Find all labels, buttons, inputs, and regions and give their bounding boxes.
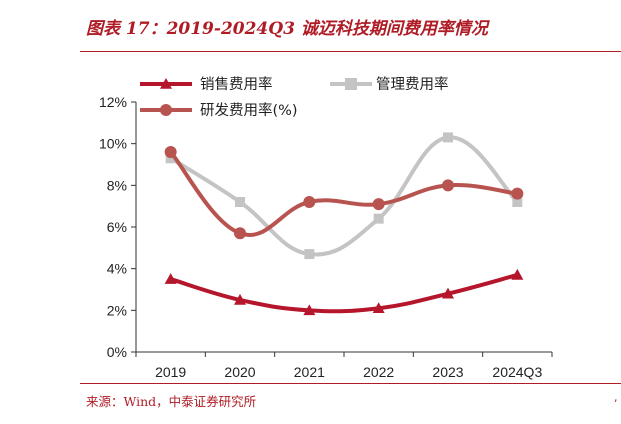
data-point: [511, 187, 524, 200]
series-line: [168, 150, 520, 237]
data-point: [234, 227, 246, 240]
y-tick-label: 2%: [107, 302, 127, 318]
legend-swatch-marker: [160, 104, 172, 116]
x-tick-label: 2019: [155, 364, 186, 380]
data-point: [235, 197, 245, 207]
data-point: [443, 132, 453, 143]
data-point: [303, 196, 316, 208]
source-rule: [80, 383, 621, 384]
figure-title: 图表 17：2019-2024Q3 诚迈科技期间费用率情况: [86, 19, 488, 39]
x-tick-label: 2021: [294, 364, 325, 380]
y-tick-label: 12%: [99, 94, 127, 110]
x-tick-label: 2020: [224, 364, 255, 380]
data-point: [442, 287, 454, 299]
series-line: [168, 272, 520, 314]
data-point: [511, 268, 524, 280]
axis-layer: 0% 2% 4% 6% 8% 10% 12% 2019 2020 2021 2022 2023 2024…: [99, 94, 553, 380]
title-rule: [80, 51, 621, 52]
y-tick-label: 6%: [107, 219, 127, 235]
y-tick-label: 4%: [107, 261, 127, 277]
series-line: [168, 135, 520, 257]
y-tick-label: 8%: [107, 177, 127, 193]
y-tick-label: 10%: [99, 136, 127, 152]
source-note: 来源：Wind，中泰证券研究所: [86, 394, 257, 409]
right-edge-mark: ,: [614, 391, 618, 404]
legend-label: 研发费用率(%): [200, 102, 298, 119]
data-point: [373, 213, 384, 224]
data-point: [304, 249, 315, 260]
data-point: [165, 153, 176, 164]
legend-swatch-marker: [345, 78, 357, 90]
legend-label: 管理费用率: [376, 76, 449, 93]
legend-label: 销售费用率: [200, 76, 273, 93]
data-point: [164, 146, 177, 158]
data-point: [372, 198, 385, 211]
data-point: [442, 179, 454, 192]
data-point: [303, 304, 316, 316]
data-point: [372, 302, 385, 314]
data-point: [234, 293, 246, 305]
y-tick-label: 0%: [107, 344, 127, 360]
legend-swatch-marker: [160, 78, 172, 89]
data-point: [164, 273, 177, 284]
series-layer: [164, 132, 524, 316]
data-point: [512, 197, 523, 207]
x-tick-label: 2023: [432, 364, 463, 380]
x-tick-label: 2024Q3: [492, 364, 542, 380]
x-tick-label: 2022: [363, 364, 394, 380]
